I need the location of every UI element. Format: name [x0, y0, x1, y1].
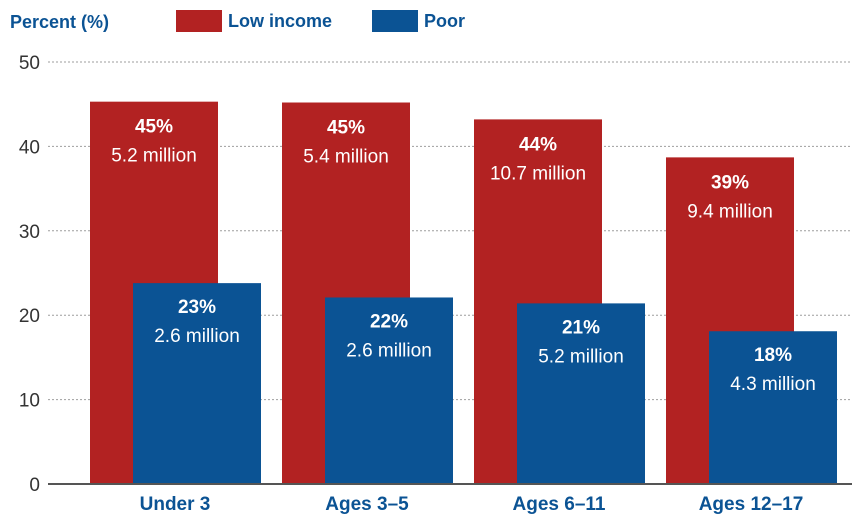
y-tick-label: 10	[19, 391, 40, 412]
data-label-count: 10.7 million	[490, 163, 586, 184]
data-label-percent: 21%	[562, 317, 600, 338]
data-label-percent: 45%	[135, 117, 173, 138]
data-label-count: 5.4 million	[303, 147, 389, 168]
y-tick-label: 20	[19, 306, 40, 327]
y-tick-label: 30	[19, 222, 40, 243]
legend-label-poor: Poor	[424, 10, 466, 31]
bar-poor	[133, 283, 261, 484]
data-label-percent: 18%	[754, 345, 792, 366]
bar-poor	[517, 303, 645, 484]
legend-swatch-poor	[372, 10, 418, 32]
x-tick-label: Under 3	[140, 494, 211, 515]
bar-poor	[325, 297, 453, 484]
legend-swatch-low-income	[176, 10, 222, 32]
legend-label-low-income: Low income	[228, 10, 333, 31]
data-label-percent: 39%	[711, 172, 749, 193]
data-label-count: 9.4 million	[687, 201, 773, 222]
x-tick-label: Ages 12–17	[699, 494, 804, 515]
y-tick-label: 0	[29, 475, 40, 496]
bar-poor	[709, 331, 837, 484]
data-label-percent: 22%	[370, 311, 408, 332]
data-label-percent: 44%	[519, 134, 557, 155]
data-label-count: 5.2 million	[538, 346, 624, 367]
data-label-percent: 45%	[327, 118, 365, 139]
data-label-count: 2.6 million	[346, 340, 432, 361]
legend-item-poor: Poor	[372, 10, 465, 32]
y-tick-label: 40	[19, 137, 40, 158]
legend-item-low-income: Low income	[176, 10, 332, 32]
data-label-count: 2.6 million	[154, 326, 240, 347]
data-label-count: 4.3 million	[730, 374, 816, 395]
y-tick-label: 50	[19, 53, 40, 74]
y-axis-title: Percent (%)	[10, 12, 110, 32]
x-tick-label: Ages 3–5	[325, 494, 409, 515]
data-label-count: 5.2 million	[111, 146, 197, 167]
data-label-percent: 23%	[178, 297, 216, 318]
x-tick-label: Ages 6–11	[513, 494, 606, 515]
